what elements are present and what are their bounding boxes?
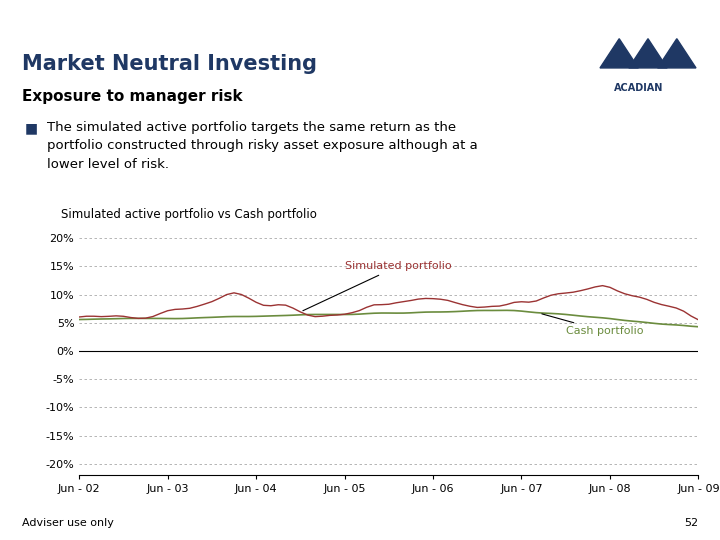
Text: Simulated portfolio: Simulated portfolio (303, 261, 451, 310)
Text: The simulated active portfolio targets the same return as the
portfolio construc: The simulated active portfolio targets t… (47, 122, 477, 171)
Text: Cash portfolio: Cash portfolio (542, 314, 643, 336)
Text: 52: 52 (684, 518, 698, 529)
Text: Adviser use only: Adviser use only (22, 518, 114, 529)
Polygon shape (657, 39, 696, 68)
Text: ACADIAN: ACADIAN (613, 83, 663, 93)
Polygon shape (600, 39, 639, 68)
Text: ■: ■ (25, 122, 38, 136)
Text: Market Neutral Investing: Market Neutral Investing (22, 54, 317, 74)
Polygon shape (629, 39, 667, 68)
Text: Exposure to manager risk: Exposure to manager risk (22, 89, 242, 104)
Text: Simulated active portfolio vs Cash portfolio: Simulated active portfolio vs Cash portf… (60, 208, 317, 221)
